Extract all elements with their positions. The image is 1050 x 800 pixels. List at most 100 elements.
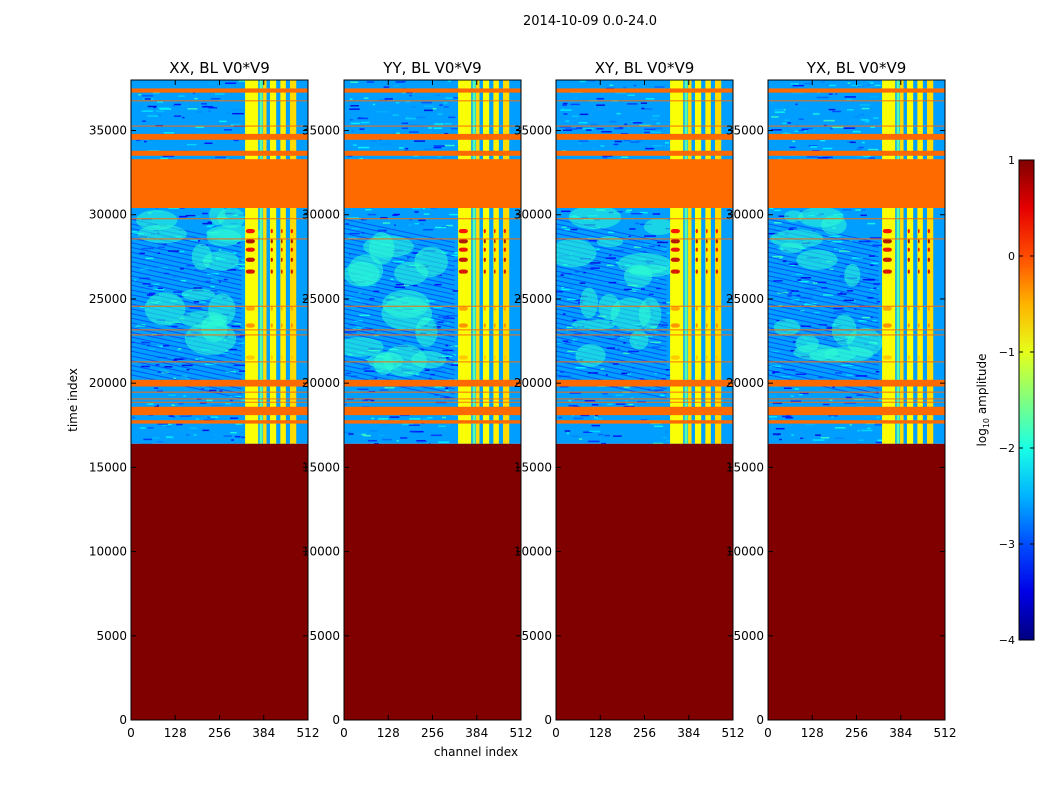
flag-line	[131, 329, 308, 331]
noise-speck	[218, 281, 221, 283]
hot-blob	[882, 229, 892, 234]
hot-blob	[706, 229, 708, 234]
y-tick-label: 35000	[302, 124, 340, 138]
noise-speck	[210, 98, 221, 100]
noise-speck	[623, 288, 636, 291]
noise-speck	[351, 389, 361, 392]
flagged-band	[344, 420, 521, 424]
noise-speck	[614, 335, 620, 338]
noise-speck	[855, 148, 863, 151]
noise-speck	[413, 155, 419, 157]
noise-speck	[147, 427, 154, 429]
patch	[844, 263, 861, 287]
noise-speck	[174, 103, 181, 106]
noise-speck	[199, 301, 206, 303]
noise-speck	[602, 156, 608, 159]
noise-speck	[148, 348, 155, 350]
hot-blob	[290, 306, 293, 311]
patch	[571, 319, 616, 331]
noise-speck	[665, 142, 669, 144]
noise-speck	[562, 313, 566, 315]
noise-speck	[202, 106, 214, 108]
noise-speck	[344, 331, 357, 333]
noise-speck	[823, 294, 834, 296]
noise-speck	[771, 116, 779, 118]
noise-speck	[860, 209, 866, 211]
noise-speck	[581, 268, 594, 271]
noise-speck	[613, 440, 621, 442]
hot-blob	[290, 269, 293, 274]
noise-speck	[789, 292, 792, 294]
noise-speck	[223, 278, 228, 281]
hot-blob	[483, 306, 486, 311]
noise-speck	[812, 113, 820, 115]
stripe	[131, 261, 242, 286]
noise-speck	[606, 347, 616, 349]
noise-speck	[159, 345, 163, 348]
flagged-band	[768, 159, 945, 208]
noise-speck	[147, 247, 154, 250]
noise-speck	[576, 127, 583, 129]
noise-speck	[228, 369, 234, 372]
noise-speck	[400, 437, 408, 439]
hot-blob	[483, 323, 486, 328]
hot-blob	[270, 269, 273, 274]
noise-speck	[851, 285, 861, 288]
noise-speck	[769, 207, 774, 210]
noise-speck	[846, 98, 852, 101]
panel-title: YY, BL V0*V9	[382, 59, 481, 77]
noise-speck	[788, 228, 794, 231]
noise-speck	[563, 113, 568, 115]
y-tick-label: 25000	[302, 292, 340, 306]
noise-speck	[808, 129, 816, 131]
noise-speck	[560, 109, 572, 111]
noise-speck	[171, 437, 174, 439]
flagged-band	[768, 133, 945, 140]
noise-speck	[613, 143, 619, 146]
hot-blob	[458, 269, 468, 274]
noise-speck	[350, 105, 359, 107]
noise-speck	[230, 417, 239, 419]
noise-speck	[866, 84, 875, 86]
noise-speck	[192, 92, 196, 95]
noise-speck	[141, 110, 153, 113]
patch	[598, 294, 621, 321]
noise-speck	[423, 213, 430, 215]
noise-speck	[572, 339, 578, 341]
noise-speck	[171, 404, 175, 406]
noise-speck	[351, 227, 360, 230]
noise-speck	[848, 367, 861, 369]
noise-speck	[842, 209, 852, 211]
flag-line	[131, 398, 308, 400]
patch	[381, 296, 433, 331]
hot-blob	[927, 306, 930, 311]
colorbar-label: log10 amplitude	[975, 354, 991, 447]
noise-speck	[149, 292, 156, 295]
noise-speck	[659, 394, 665, 397]
noise-speck	[178, 215, 188, 218]
noise-speck	[590, 123, 598, 126]
noise-speck	[834, 437, 845, 440]
noise-speck	[186, 368, 190, 371]
noise-speck	[800, 437, 804, 440]
noise-speck	[787, 122, 792, 124]
hot-blob	[670, 355, 680, 360]
y-tick-label: 5000	[521, 629, 552, 643]
noise-speck	[396, 440, 400, 442]
x-tick-label: 384	[252, 726, 275, 740]
patch	[629, 330, 649, 350]
noise-speck	[858, 240, 870, 243]
noise-speck	[141, 341, 147, 344]
noise-speck	[382, 438, 393, 441]
hot-blob	[706, 269, 708, 274]
hot-blob	[245, 323, 255, 328]
noise-speck	[591, 147, 598, 150]
noise-speck	[852, 257, 863, 259]
noise-speck	[450, 364, 461, 366]
hot-blob	[458, 239, 468, 244]
noise-speck	[146, 402, 150, 404]
noise-speck	[627, 94, 635, 96]
noise-speck	[440, 396, 449, 398]
y-tick-label: 10000	[302, 545, 340, 559]
